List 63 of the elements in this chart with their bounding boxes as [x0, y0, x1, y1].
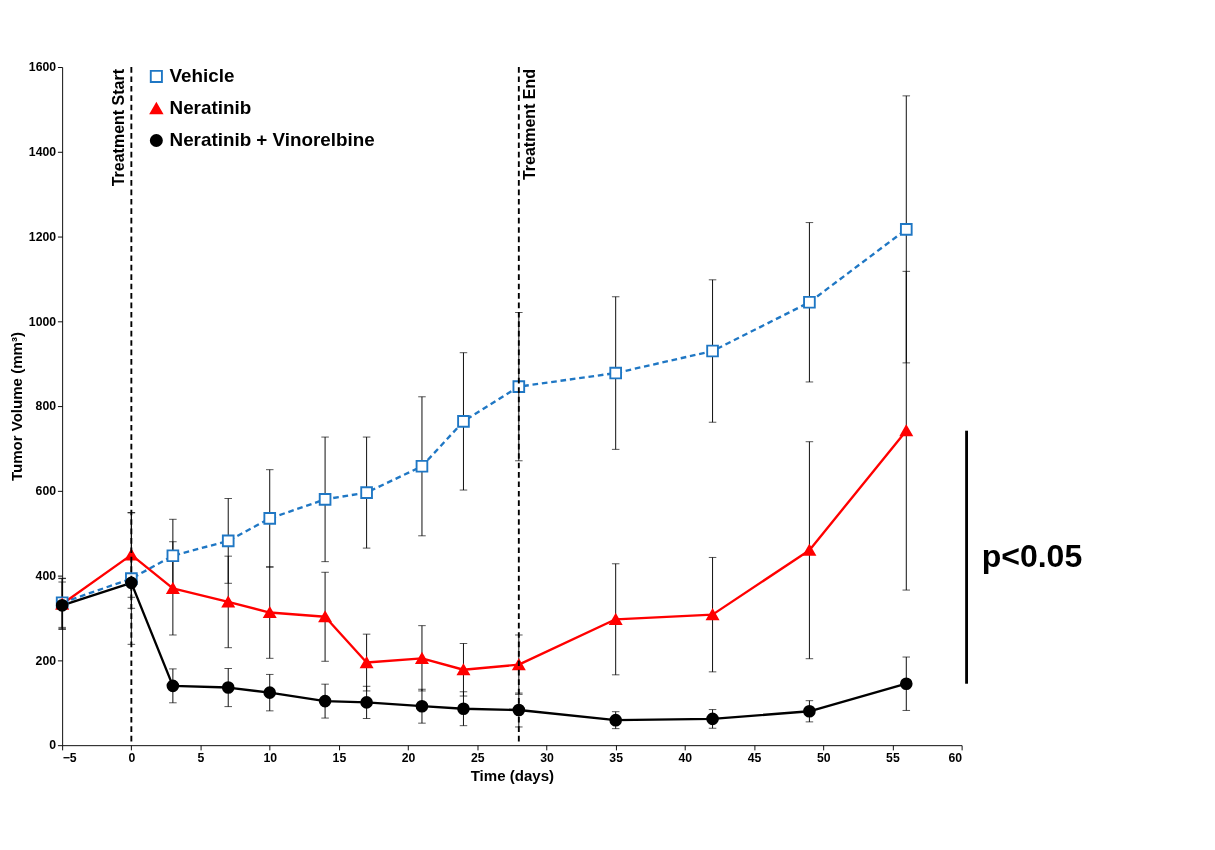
x-tick-label: 15 [332, 750, 347, 765]
point [512, 703, 526, 717]
legend-label: Neratinib [169, 97, 252, 119]
ref-line-label: Treatment End [520, 68, 538, 181]
x-tick-label: 10 [263, 750, 278, 765]
y-axis-title: Tumor Volume (mm³) [8, 332, 26, 482]
point [360, 696, 373, 709]
point [609, 366, 622, 380]
point [457, 415, 470, 428]
text: p<0.05 [981, 537, 1083, 574]
point [457, 702, 470, 716]
y-tick-label: 800 [35, 399, 57, 414]
y-tick-label: 1200 [28, 229, 57, 244]
y-tick-label: 1000 [28, 314, 57, 329]
legend-label: Neratinib + Vinorelbine [169, 129, 375, 151]
point [166, 582, 180, 594]
x-tick-label: −5 [62, 750, 77, 765]
point [318, 493, 332, 506]
point [263, 686, 277, 699]
y-tick-label: 1400 [28, 145, 57, 160]
ref-line-label: Treatment Start [109, 68, 127, 187]
point [415, 699, 429, 713]
point [263, 606, 277, 619]
y-tick-label: 0 [49, 738, 57, 753]
y-tick-label: 600 [35, 484, 57, 499]
x-tick-label: 55 [886, 750, 900, 765]
point [899, 223, 913, 236]
point [263, 512, 277, 525]
x-tick-label: 40 [678, 750, 693, 765]
point [803, 544, 816, 556]
point [415, 459, 429, 473]
point [415, 652, 429, 664]
point [706, 344, 719, 358]
x-tick-label: 35 [609, 750, 624, 765]
y-tick-label: 1600 [28, 60, 57, 75]
point [360, 656, 373, 669]
x-axis-title: Time (days) [470, 766, 555, 784]
point [221, 534, 235, 548]
x-tick-label: 5 [197, 750, 205, 765]
point [221, 681, 235, 694]
x-tick-label: 25 [470, 750, 485, 765]
point [318, 611, 332, 623]
legend-label: Vehicle [169, 65, 235, 87]
x-tick-label: 60 [948, 750, 963, 765]
point [166, 549, 180, 563]
point [899, 677, 913, 691]
x-tick-label: 20 [401, 750, 416, 765]
point [166, 679, 180, 693]
x-tick-label: 0 [128, 750, 136, 765]
y-tick-label: 400 [35, 568, 57, 583]
y-tick-label: 200 [35, 653, 57, 668]
x-tick-label: 45 [747, 750, 762, 765]
point [318, 694, 332, 708]
x-tick-label: 50 [816, 750, 831, 765]
point [360, 486, 373, 499]
point [609, 613, 622, 625]
point [899, 425, 913, 437]
point [221, 596, 235, 608]
point [457, 664, 470, 676]
point [803, 704, 816, 718]
x-tick-label: 30 [540, 750, 554, 765]
point [803, 295, 816, 309]
point [706, 609, 719, 621]
